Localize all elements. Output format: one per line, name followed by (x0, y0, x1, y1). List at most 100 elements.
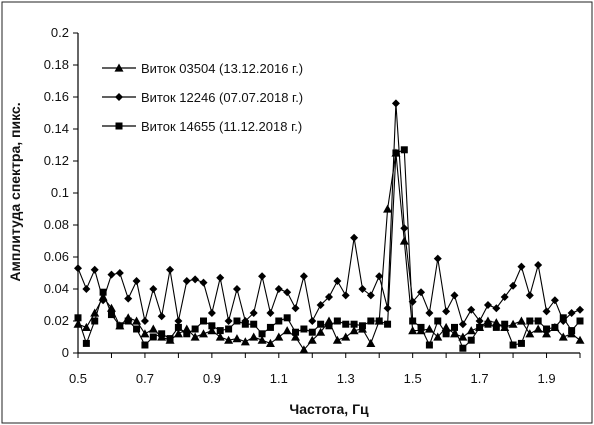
data-point (266, 309, 275, 317)
data-point (132, 316, 142, 325)
data-point (174, 317, 183, 325)
data-point (107, 270, 116, 279)
x-tick-label: 1.3 (337, 371, 355, 386)
data-point (191, 325, 199, 333)
data-point (550, 296, 559, 305)
data-point (250, 320, 258, 328)
data-point (82, 339, 90, 347)
y-tick-label: 0.16 (44, 89, 69, 104)
legend-label: Виток 12246 (07.07.2018 г.) (141, 90, 303, 105)
data-point (308, 328, 316, 336)
series-2 (74, 99, 584, 329)
data-point (576, 305, 584, 314)
y-tick-label: 0.1 (51, 185, 69, 200)
data-point (115, 269, 124, 277)
data-point (141, 341, 149, 349)
data-point (249, 309, 258, 317)
data-point (508, 319, 518, 328)
data-point (534, 261, 543, 269)
data-point (116, 322, 124, 330)
data-point (451, 323, 458, 331)
data-point (316, 327, 326, 336)
data-point (232, 285, 241, 293)
data-point (216, 273, 225, 282)
data-point (300, 325, 308, 333)
data-point (200, 317, 207, 325)
data-point (483, 301, 492, 309)
data-point (492, 304, 501, 313)
data-point (367, 317, 375, 325)
legend-marker (114, 63, 124, 72)
data-point (224, 335, 234, 344)
data-point (517, 262, 526, 271)
data-point (74, 264, 82, 273)
data-point (140, 329, 150, 338)
data-point (317, 320, 325, 328)
data-point (342, 320, 350, 328)
data-point (558, 332, 568, 341)
data-point (417, 323, 425, 331)
data-point (542, 307, 551, 316)
data-point (434, 317, 442, 325)
data-point (299, 272, 308, 281)
data-point (233, 317, 241, 325)
data-point (349, 326, 359, 335)
data-point (392, 149, 400, 157)
data-point (458, 320, 467, 329)
x-tick-label: 1.9 (537, 371, 555, 386)
data-point (199, 278, 208, 287)
data-point (433, 332, 443, 341)
data-point (173, 329, 183, 338)
data-point (208, 322, 216, 330)
data-point (358, 285, 367, 293)
data-point (283, 288, 292, 297)
y-tick-label: 0.02 (44, 313, 69, 328)
data-point (149, 285, 158, 293)
data-point (459, 344, 467, 352)
data-point (559, 314, 567, 322)
data-point (476, 323, 484, 331)
data-point (568, 327, 576, 335)
data-point (350, 233, 359, 242)
data-point (467, 305, 476, 314)
legend-marker (115, 122, 123, 130)
data-point (375, 317, 383, 325)
data-point (74, 314, 82, 322)
data-point (307, 335, 317, 344)
data-point (149, 333, 157, 341)
data-point (366, 291, 375, 300)
data-point (325, 293, 333, 301)
y-tick-label: 0.14 (44, 121, 69, 136)
data-point (450, 329, 459, 338)
legend-entry: Виток 12246 (07.07.2018 г.) (102, 90, 303, 105)
data-point (500, 293, 509, 301)
data-point (509, 341, 517, 349)
data-point (450, 291, 459, 300)
data-point (241, 320, 249, 328)
data-point (275, 317, 283, 325)
data-point (341, 291, 350, 300)
data-point (258, 330, 266, 338)
data-point (258, 272, 267, 281)
data-point (183, 330, 191, 338)
data-point (133, 325, 141, 333)
legend-entry: Виток 03504 (13.12.2016 г.) (102, 61, 303, 76)
data-point (91, 317, 99, 325)
data-point (99, 288, 107, 296)
data-point (467, 336, 475, 344)
data-point (190, 332, 200, 341)
y-tick-label: 0.04 (44, 281, 69, 296)
data-point (399, 236, 409, 245)
data-point (384, 320, 392, 328)
data-point (166, 335, 174, 343)
data-point (291, 304, 300, 313)
data-point (182, 277, 191, 285)
data-point (576, 317, 584, 325)
legend-label: Виток 03504 (13.12.2016 г.) (141, 61, 303, 76)
data-point (265, 338, 275, 347)
data-point (325, 322, 333, 330)
data-point (124, 294, 133, 303)
data-point (525, 329, 535, 338)
data-point (274, 332, 284, 341)
